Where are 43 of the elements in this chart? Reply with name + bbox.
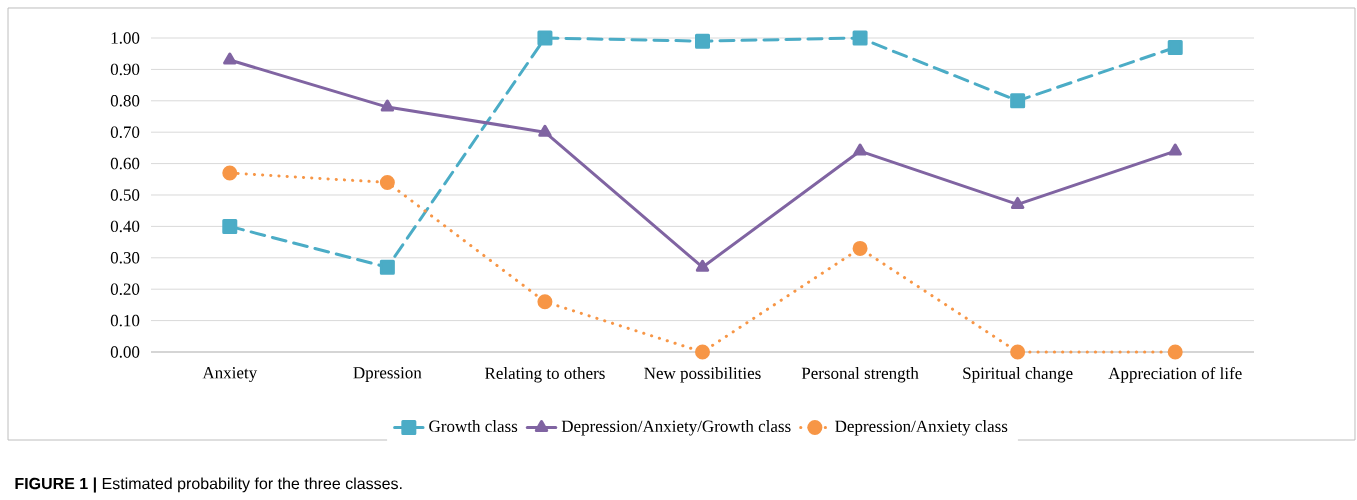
y-tick-label: 0.60 [110,157,140,170]
y-tick-label: 0.70 [110,126,140,138]
x-tick-label: Dpression [353,367,422,382]
y-tick-label: 0.30 [110,252,140,264]
legend-label: Growth class [429,420,518,433]
y-tick-label: 0.80 [110,95,140,107]
point [537,294,553,310]
point [223,52,237,65]
legend-label: Depression/Anxiety class [835,420,1008,436]
y-tick-label: 0.20 [110,283,140,295]
point [1167,344,1183,360]
x-tick-label: Appreciation of life [1108,367,1242,383]
point [379,174,395,190]
point [852,240,868,256]
point [380,99,395,112]
point [222,218,238,234]
point [222,165,238,181]
x-tick-label: Anxiety [202,367,258,382]
point [1168,143,1182,156]
x-tick-label: Personal strength [801,367,919,383]
x-tick-label: New possibilities [644,367,761,383]
legend-label: Depression/Anxiety/Growth class [561,420,791,436]
y-tick-label: 0.50 [110,189,140,201]
point [853,143,867,156]
y-tick-label: 0.10 [110,314,140,327]
point [379,259,395,275]
point [1010,196,1025,209]
x-tick-label: Relating to others [485,367,605,383]
point [695,259,710,272]
point [852,30,868,46]
point [695,344,710,360]
point [1167,39,1183,55]
text: FIGURE 1 | Estimated probability for the three classes. [15,477,402,493]
y-tick-label: 0.40 [110,220,140,233]
y-tick-label: 0.90 [110,63,140,76]
y-tick-label: 0.00 [110,346,140,358]
point [537,30,553,46]
y-tick-label: 1.00 [111,32,140,44]
x-tick-label: Spiritual change [963,367,1073,383]
point [695,33,710,49]
point [538,124,552,137]
point [1010,344,1026,360]
point [1010,93,1026,109]
